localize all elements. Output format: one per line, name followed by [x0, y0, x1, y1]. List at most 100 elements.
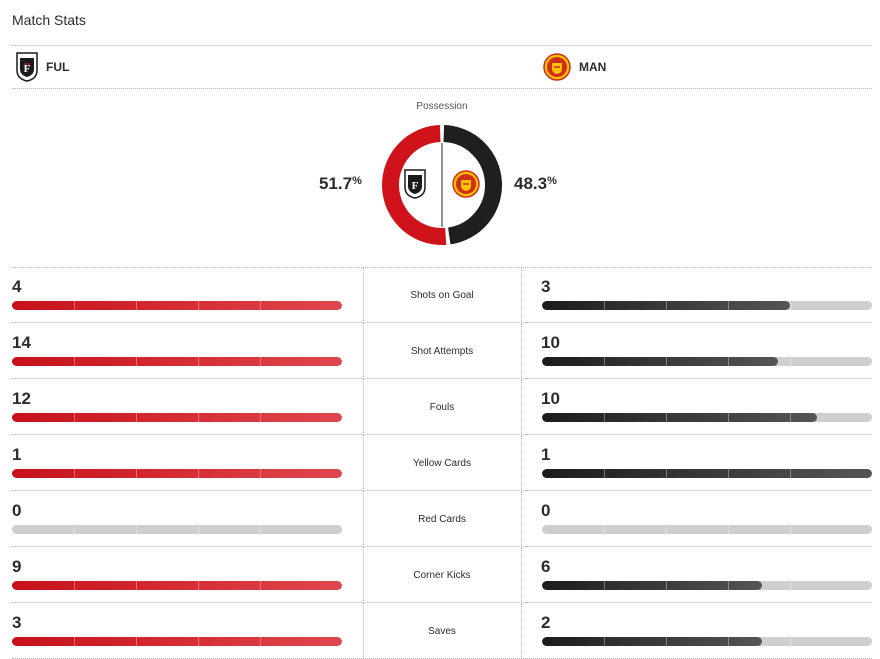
bar-segment [198, 525, 199, 534]
bar-segment [666, 525, 667, 534]
divider [12, 434, 872, 435]
bar-segment [790, 413, 791, 422]
bar-segment [666, 469, 667, 478]
bar-segment [198, 581, 199, 590]
percent-unit: % [547, 175, 557, 187]
away-possession-arc [443, 125, 502, 245]
bar-segment [136, 469, 137, 478]
bar-segment [260, 301, 261, 310]
column-divider [363, 491, 364, 547]
divider [12, 322, 872, 323]
away-stat-value: 10 [541, 389, 560, 408]
man-utd-crest-icon [543, 53, 571, 81]
away-stat-bar-fill [542, 357, 778, 366]
away-stat-bar [542, 469, 872, 478]
svg-text:F: F [412, 180, 419, 192]
page-title: Match Stats [12, 12, 86, 28]
column-divider [363, 323, 364, 379]
column-divider [521, 547, 522, 603]
column-divider [521, 267, 522, 323]
bar-segment [260, 525, 261, 534]
stat-row: 9 Corner Kicks 6 [12, 547, 872, 603]
bar-segment [728, 581, 729, 590]
home-possession-arc [382, 125, 447, 245]
home-possession: 51.7% [319, 174, 362, 194]
column-divider [363, 435, 364, 491]
stat-label: Saves [428, 625, 456, 637]
bar-segment [728, 469, 729, 478]
home-stat-value: 1 [12, 445, 22, 464]
bar-segment [74, 581, 75, 590]
bar-segment [198, 357, 199, 366]
column-divider [521, 491, 522, 547]
bar-segment [604, 637, 605, 646]
man-utd-crest-icon [452, 170, 480, 198]
stat-row: 1 Yellow Cards 1 [12, 435, 872, 491]
away-stat-bar [542, 413, 872, 422]
bar-segment [198, 469, 199, 478]
bar-segment [74, 413, 75, 422]
bar-segment [728, 413, 729, 422]
away-stat-bar [542, 525, 872, 534]
bar-segment [198, 301, 199, 310]
away-stat-bar [542, 357, 872, 366]
possession-donut: F [382, 125, 502, 245]
fulham-crest-icon: F [16, 52, 38, 82]
stat-row: 12 Fouls 10 [12, 379, 872, 435]
column-divider [363, 379, 364, 435]
bar-segment [74, 301, 75, 310]
stat-row: 4 Shots on Goal 3 [12, 267, 872, 323]
bar-segment [136, 581, 137, 590]
bar-segment [604, 301, 605, 310]
bar-segment [604, 413, 605, 422]
bar-segment [74, 637, 75, 646]
away-stat-value: 1 [541, 445, 551, 464]
stat-label: Shot Attempts [410, 345, 474, 357]
stat-row: 14 Shot Attempts 10 [12, 323, 872, 379]
home-stat-bar [12, 525, 342, 534]
home-stat-bar-fill [12, 469, 342, 478]
away-possession-value: 48.3 [514, 174, 548, 193]
stat-row: 3 Saves 2 [12, 603, 872, 659]
percent-unit: % [352, 175, 362, 187]
home-team[interactable]: F FUL [16, 52, 69, 82]
bar-segment [260, 357, 261, 366]
away-stat-value: 6 [541, 557, 551, 576]
column-divider [363, 603, 364, 659]
bar-segment [260, 637, 261, 646]
bar-segment [666, 413, 667, 422]
stat-label: Corner Kicks [413, 569, 471, 581]
bar-segment [260, 413, 261, 422]
stat-label: Red Cards [418, 513, 466, 525]
away-stat-bar [542, 637, 872, 646]
column-divider [363, 267, 364, 323]
bar-segment [728, 637, 729, 646]
home-stat-value: 3 [12, 613, 22, 632]
away-stat-bar-fill [542, 637, 763, 646]
away-possession: 48.3% [514, 174, 557, 194]
svg-text:F: F [24, 63, 31, 75]
column-divider [521, 435, 522, 491]
divider [12, 45, 872, 46]
divider [12, 378, 872, 379]
bar-segment [790, 469, 791, 478]
home-stat-bar [12, 581, 342, 590]
away-team[interactable]: MAN [543, 52, 606, 82]
bar-segment [136, 357, 137, 366]
away-stat-bar-fill [542, 581, 763, 590]
divider [12, 546, 872, 547]
home-stat-value: 12 [12, 389, 31, 408]
bar-segment [136, 525, 137, 534]
bar-segment [666, 357, 667, 366]
stat-label: Fouls [429, 401, 455, 413]
column-divider [363, 547, 364, 603]
bar-segment [136, 301, 137, 310]
bar-segment [666, 637, 667, 646]
bar-segment [790, 637, 791, 646]
home-stat-bar-fill [12, 413, 342, 422]
away-stat-value: 10 [541, 333, 560, 352]
bar-segment [136, 637, 137, 646]
home-stat-value: 14 [12, 333, 31, 352]
away-stat-value: 2 [541, 613, 551, 632]
home-stat-bar [12, 637, 342, 646]
